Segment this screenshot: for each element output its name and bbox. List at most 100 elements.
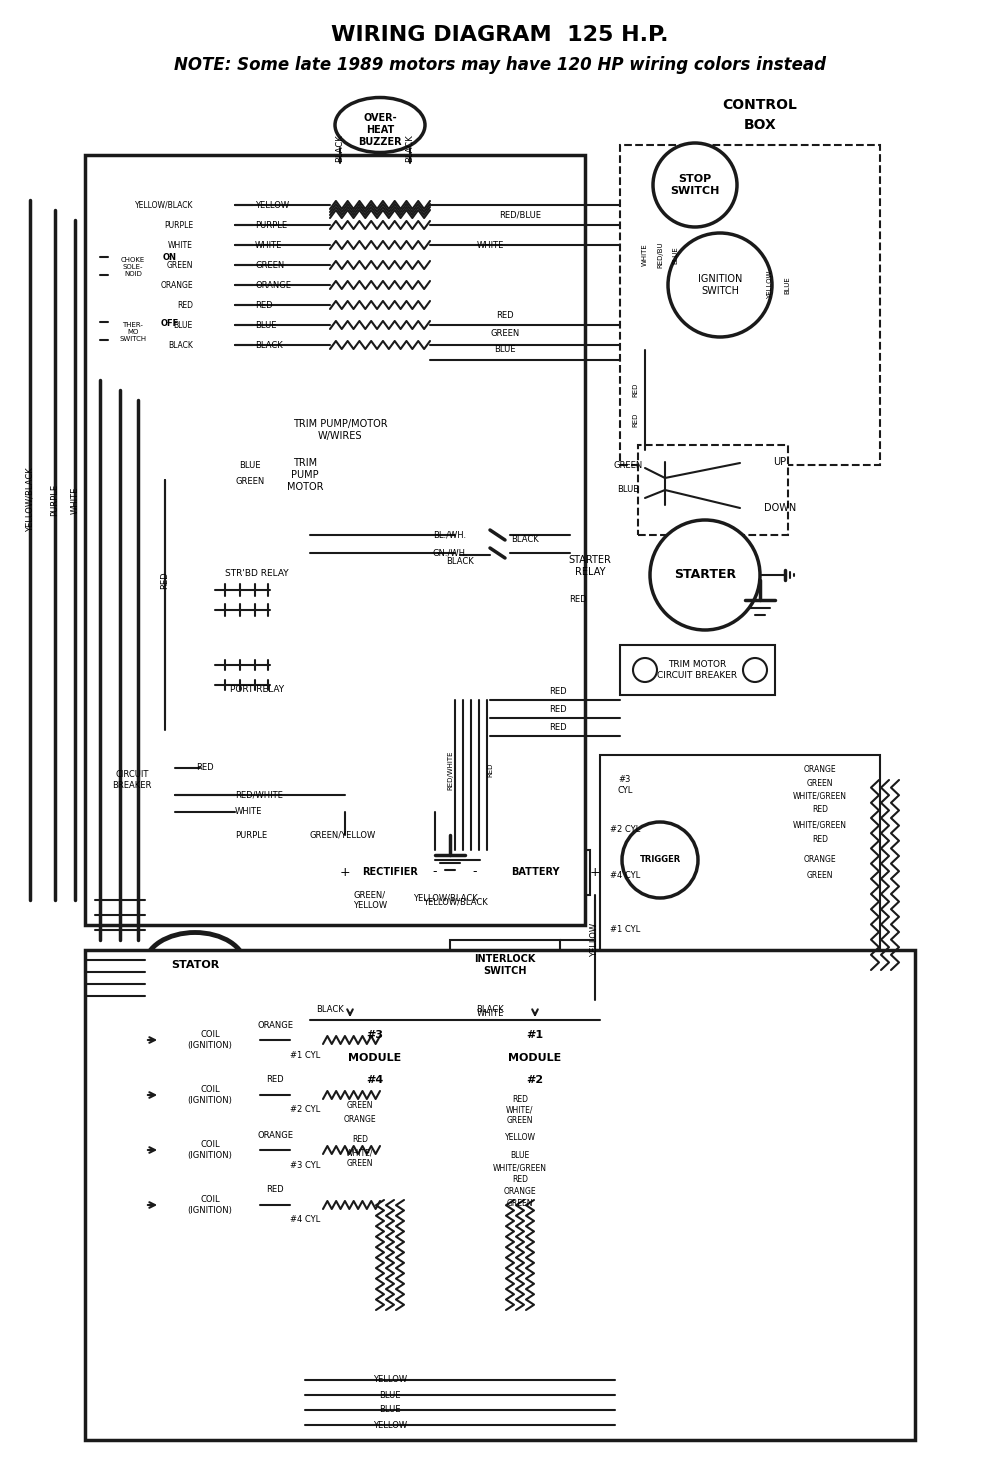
Circle shape bbox=[347, 1343, 365, 1361]
Text: MODULE: MODULE bbox=[508, 1052, 562, 1063]
Text: RED/BLUE: RED/BLUE bbox=[499, 211, 541, 220]
Text: #3 CYL: #3 CYL bbox=[290, 1160, 320, 1169]
Text: BLUE: BLUE bbox=[379, 1405, 401, 1414]
Text: OVER-: OVER- bbox=[363, 114, 397, 123]
Text: RED: RED bbox=[549, 688, 567, 697]
Text: WHITE: WHITE bbox=[642, 244, 648, 266]
Circle shape bbox=[191, 316, 209, 334]
Circle shape bbox=[337, 155, 353, 171]
Text: #2: #2 bbox=[526, 1075, 544, 1085]
Bar bbox=[200, 195, 235, 379]
Bar bbox=[450, 940, 560, 990]
Text: THER-
MO
SWITCH: THER- MO SWITCH bbox=[119, 322, 147, 342]
Circle shape bbox=[622, 822, 698, 897]
Text: GREEN: GREEN bbox=[507, 1200, 533, 1209]
Circle shape bbox=[510, 540, 530, 559]
Ellipse shape bbox=[145, 933, 245, 998]
Text: WHITE: WHITE bbox=[70, 486, 80, 514]
Text: GREEN: GREEN bbox=[807, 778, 833, 788]
Bar bbox=[200, 555, 315, 635]
Text: COIL
(IGNITION): COIL (IGNITION) bbox=[188, 1030, 232, 1049]
Text: YELLOW: YELLOW bbox=[590, 922, 600, 956]
Text: BL./WH.: BL./WH. bbox=[433, 530, 467, 540]
Text: BLACK: BLACK bbox=[511, 536, 539, 545]
Text: RED: RED bbox=[160, 571, 170, 589]
Text: #3: #3 bbox=[366, 1030, 384, 1041]
Text: TRIM PUMP/MOTOR
W/WIRES: TRIM PUMP/MOTOR W/WIRES bbox=[293, 419, 387, 441]
Circle shape bbox=[388, 155, 404, 171]
Circle shape bbox=[455, 1343, 473, 1361]
Bar bbox=[160, 1073, 260, 1113]
Text: RED: RED bbox=[266, 1076, 284, 1085]
Text: RED: RED bbox=[632, 413, 638, 427]
Circle shape bbox=[365, 1343, 383, 1361]
Bar bbox=[345, 850, 435, 894]
Text: RED: RED bbox=[496, 310, 514, 319]
Text: STATOR: STATOR bbox=[171, 959, 219, 970]
Text: ORANGE: ORANGE bbox=[504, 1188, 536, 1197]
Text: YELLOW/BLACK: YELLOW/BLACK bbox=[413, 893, 477, 902]
Text: COIL
(IGNITION): COIL (IGNITION) bbox=[188, 1085, 232, 1104]
Text: COIL
(IGNITION): COIL (IGNITION) bbox=[188, 1196, 232, 1215]
Circle shape bbox=[419, 1343, 437, 1361]
Text: BLACK: BLACK bbox=[406, 134, 415, 162]
Text: RED: RED bbox=[549, 723, 567, 732]
Circle shape bbox=[191, 215, 209, 235]
Text: ORANGE: ORANGE bbox=[255, 280, 291, 289]
Circle shape bbox=[311, 1343, 329, 1361]
Text: RED: RED bbox=[512, 1175, 528, 1185]
Text: BLUE: BLUE bbox=[784, 276, 790, 294]
Text: RED: RED bbox=[177, 301, 193, 310]
Bar bbox=[160, 1182, 260, 1224]
Text: #3
CYL: #3 CYL bbox=[617, 775, 633, 794]
Text: RED: RED bbox=[569, 595, 587, 605]
Bar bbox=[108, 249, 158, 285]
Text: YELLOW: YELLOW bbox=[373, 1376, 407, 1384]
Bar bbox=[620, 145, 880, 465]
Circle shape bbox=[263, 432, 347, 517]
Bar bbox=[200, 655, 315, 731]
Text: ORANGE: ORANGE bbox=[257, 1131, 293, 1139]
Text: YELLOW: YELLOW bbox=[255, 201, 289, 210]
Circle shape bbox=[510, 601, 530, 620]
Text: TRIM
PUMP
MOTOR: TRIM PUMP MOTOR bbox=[287, 459, 323, 492]
Bar bbox=[90, 756, 175, 804]
Text: YELLOW/BLACK: YELLOW/BLACK bbox=[423, 897, 487, 906]
Text: RED: RED bbox=[266, 1185, 284, 1194]
Circle shape bbox=[191, 255, 209, 275]
Text: RED: RED bbox=[632, 382, 638, 397]
Circle shape bbox=[581, 1343, 599, 1361]
Text: WHITE: WHITE bbox=[255, 241, 282, 249]
Circle shape bbox=[491, 1343, 509, 1361]
Text: CONTROL: CONTROL bbox=[723, 97, 797, 112]
Text: COIL
(IGNITION): COIL (IGNITION) bbox=[188, 1141, 232, 1160]
Text: GREEN: GREEN bbox=[347, 1101, 373, 1110]
Circle shape bbox=[650, 520, 760, 630]
Ellipse shape bbox=[335, 97, 425, 152]
Circle shape bbox=[527, 1343, 545, 1361]
Bar bbox=[85, 155, 585, 925]
Bar bbox=[330, 162, 430, 193]
Text: YELLOW: YELLOW bbox=[767, 270, 773, 300]
Text: STARTER: STARTER bbox=[674, 568, 736, 582]
Text: ORANGE: ORANGE bbox=[257, 1020, 293, 1029]
Text: BLACK: BLACK bbox=[476, 1005, 504, 1014]
Text: #2 CYL: #2 CYL bbox=[290, 1106, 320, 1114]
Circle shape bbox=[468, 528, 572, 632]
Text: BATTERY: BATTERY bbox=[511, 866, 559, 877]
Text: BLACK: BLACK bbox=[446, 558, 474, 567]
Text: RED/BU: RED/BU bbox=[657, 242, 663, 269]
Text: WHITE/GREEN: WHITE/GREEN bbox=[793, 791, 847, 800]
Text: ORANGE: ORANGE bbox=[160, 280, 193, 289]
Text: GREEN: GREEN bbox=[235, 478, 265, 487]
Text: BLACK: BLACK bbox=[168, 341, 193, 350]
Text: RED: RED bbox=[812, 804, 828, 813]
Text: WHITE/GREEN: WHITE/GREEN bbox=[493, 1163, 547, 1172]
Text: BLUE: BLUE bbox=[494, 345, 516, 354]
Circle shape bbox=[191, 337, 209, 354]
Text: #2 CYL: #2 CYL bbox=[610, 825, 640, 834]
Circle shape bbox=[354, 155, 370, 171]
Text: GN./WH.: GN./WH. bbox=[432, 549, 468, 558]
Text: BUZZER: BUZZER bbox=[358, 137, 402, 148]
Text: ON: ON bbox=[163, 254, 177, 263]
